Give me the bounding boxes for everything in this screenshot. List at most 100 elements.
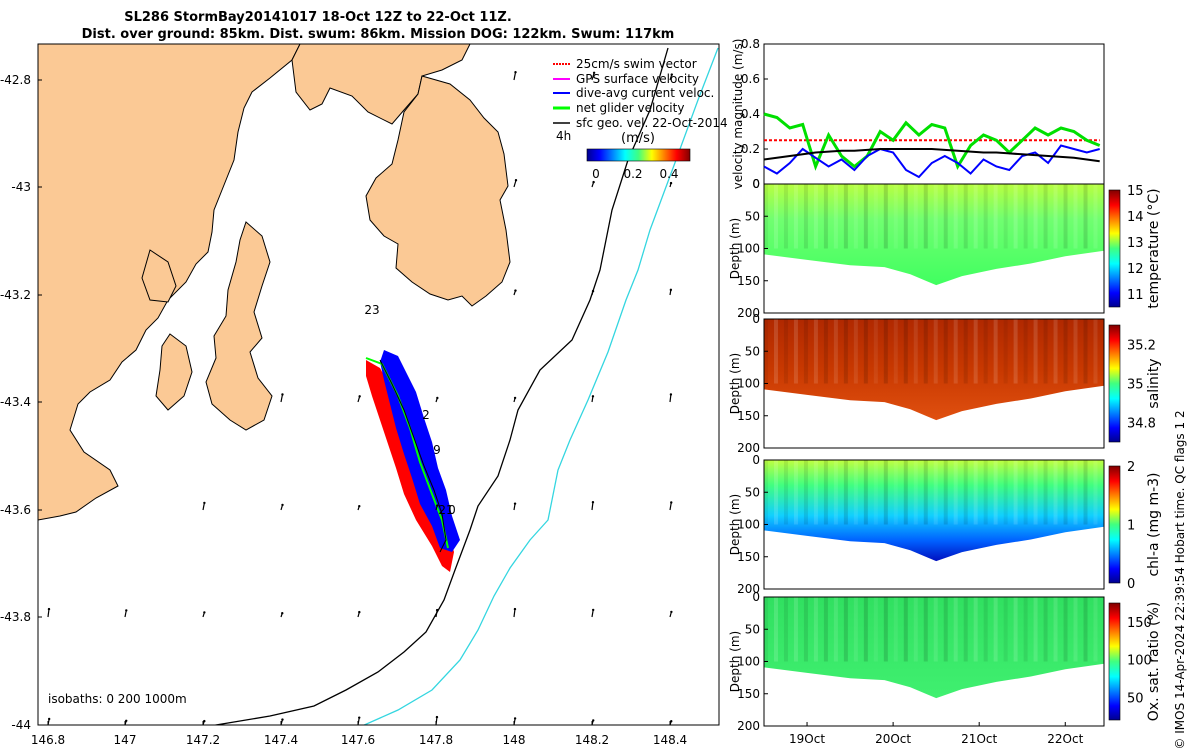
isobaths-label: isobaths: 0 200 1000m bbox=[48, 692, 187, 706]
oxygen-streak bbox=[863, 597, 868, 662]
oxygen-field bbox=[764, 597, 1104, 699]
vector-arrow-head bbox=[358, 610, 361, 614]
time-axis: 19Oct 20Oct 21Oct 22Oct bbox=[789, 722, 1084, 746]
temperature-streak bbox=[903, 184, 908, 249]
lon-tick-label: 147.6 bbox=[341, 733, 375, 747]
vector-arrow-head bbox=[281, 393, 284, 396]
chl-a-streak bbox=[803, 460, 808, 525]
colorbar-tick-0.2: 0.2 bbox=[623, 167, 642, 181]
oxygen-streak bbox=[913, 597, 918, 662]
chl-a-streak bbox=[853, 460, 858, 525]
oxygen-ytick-label: 200 bbox=[737, 719, 760, 733]
lat-tick-label: -42.8 bbox=[0, 73, 31, 87]
vector-arrow-head bbox=[513, 717, 517, 720]
imos-attribution: © IMOS 14-Apr-2024 22:39:54 Hobart time.… bbox=[1173, 410, 1187, 749]
oxygen-streak bbox=[853, 597, 858, 662]
temperature-streak bbox=[953, 184, 958, 249]
vector-arrow-head bbox=[591, 608, 595, 612]
temperature-streak bbox=[1023, 184, 1028, 249]
chl-a-streak bbox=[973, 460, 978, 525]
oxygen-streak bbox=[813, 597, 818, 662]
vector-arrow bbox=[513, 608, 516, 618]
chl-a-ytick-label: 50 bbox=[745, 485, 760, 499]
chl-a-streak bbox=[903, 460, 908, 525]
temperature-streak bbox=[853, 184, 858, 249]
temperature-cbar-tick: 15 bbox=[1127, 184, 1144, 199]
temperature-streak bbox=[1043, 184, 1048, 249]
oxygen-streak bbox=[1053, 597, 1058, 662]
vector-arrow-head bbox=[358, 716, 361, 719]
velocity-series-diveavg bbox=[763, 144, 1100, 179]
salinity-streak bbox=[893, 319, 898, 384]
temperature-streak bbox=[983, 184, 988, 249]
oxygen-ytick-label: 150 bbox=[737, 687, 760, 701]
salinity-streak bbox=[903, 319, 908, 384]
colorbar-unit: (m/s) bbox=[621, 131, 655, 146]
vector-arrow-head bbox=[47, 717, 51, 721]
land-south-west bbox=[155, 333, 193, 411]
temperature-streak bbox=[1053, 184, 1058, 249]
temperature-streak bbox=[993, 184, 998, 249]
vector-arrow-head bbox=[435, 715, 439, 719]
chl-a-streak bbox=[913, 460, 918, 525]
velocity-series-net bbox=[763, 112, 1101, 171]
salinity-cbar-tick: 35.2 bbox=[1127, 339, 1156, 354]
chl-a-streak bbox=[883, 460, 888, 525]
temperature-streak bbox=[943, 184, 948, 249]
oxygen-streak bbox=[1093, 597, 1098, 662]
temperature-ylabel: Depth (m) bbox=[728, 218, 742, 279]
chl-a-streak bbox=[833, 460, 838, 525]
temperature-streak bbox=[803, 184, 808, 249]
oxygen-streak bbox=[973, 597, 978, 662]
temperature-streak bbox=[833, 184, 838, 249]
chl-a-streak bbox=[863, 460, 868, 525]
salinity-cbar-tick: 34.8 bbox=[1127, 417, 1156, 432]
oxygen-streak bbox=[833, 597, 838, 662]
salinity-streak bbox=[803, 319, 808, 384]
chl-a-streak bbox=[953, 460, 958, 525]
temperature-streak bbox=[963, 184, 968, 249]
oxygen-streak bbox=[843, 597, 848, 662]
oxygen-streak bbox=[1003, 597, 1008, 662]
oxygen-cbar-label: Ox. sat. ratio (%) bbox=[1146, 602, 1162, 721]
vector-arrow-head bbox=[592, 180, 595, 184]
legend-sfc-geo: sfc geo. vel. 22-Oct-2014 bbox=[576, 116, 728, 130]
vector-arrow-head bbox=[591, 500, 595, 504]
salinity-streak bbox=[813, 319, 818, 384]
map-panel: 23 2 9 21 0 -42.8 -43 -43.2 -43.4 -43.6 -43.8… bbox=[0, 43, 728, 747]
salinity-streak bbox=[973, 319, 978, 384]
oxygen-streak bbox=[963, 597, 968, 662]
title-line-1: SL286 StormBay20141017 18-Oct 12Z to 22-… bbox=[124, 10, 512, 25]
lon-tick-label: 146.8 bbox=[31, 733, 65, 747]
temperature-cbar-tick: 13 bbox=[1127, 236, 1144, 251]
salinity-cbar-label: salinity bbox=[1146, 358, 1162, 408]
longitude-axis: 146.8 147 147.2 147.4 147.6 147.8 148 148.2 148.… bbox=[31, 721, 687, 747]
oxygen-colorbar bbox=[1108, 602, 1121, 721]
land-peninsula bbox=[205, 221, 273, 431]
colorbar-tick-0: 0 bbox=[592, 167, 600, 181]
salinity-streak bbox=[1053, 319, 1058, 384]
salinity-ytick-label: 200 bbox=[737, 441, 760, 455]
lat-tick-label: -43.6 bbox=[0, 503, 31, 517]
salinity-streak bbox=[843, 319, 848, 384]
chl-a-streak bbox=[773, 460, 778, 525]
temperature-streak bbox=[933, 184, 938, 249]
temperature-streak bbox=[863, 184, 868, 249]
oxygen-streak bbox=[943, 597, 948, 662]
oxygen-streak bbox=[983, 597, 988, 662]
lat-tick-label: -43.2 bbox=[0, 288, 31, 302]
salinity-streak bbox=[923, 319, 928, 384]
map-frame bbox=[37, 43, 720, 726]
lon-tick-label: 147.2 bbox=[186, 733, 220, 747]
salinity-streak bbox=[823, 319, 828, 384]
vector-arrow-head bbox=[358, 504, 361, 508]
velocity-ytick-label: 0.4 bbox=[741, 107, 760, 121]
temperature-streak bbox=[883, 184, 888, 249]
map-legend: 25cm/s swim vector GPS surface velocity … bbox=[553, 57, 728, 181]
title-line-2: Dist. over ground: 85km. Dist. swum: 86k… bbox=[82, 27, 675, 42]
oxygen-streak bbox=[903, 597, 908, 662]
temperature-streak bbox=[873, 184, 878, 249]
temperature-ytick-label: 200 bbox=[737, 306, 760, 320]
vector-arrow bbox=[513, 72, 517, 81]
